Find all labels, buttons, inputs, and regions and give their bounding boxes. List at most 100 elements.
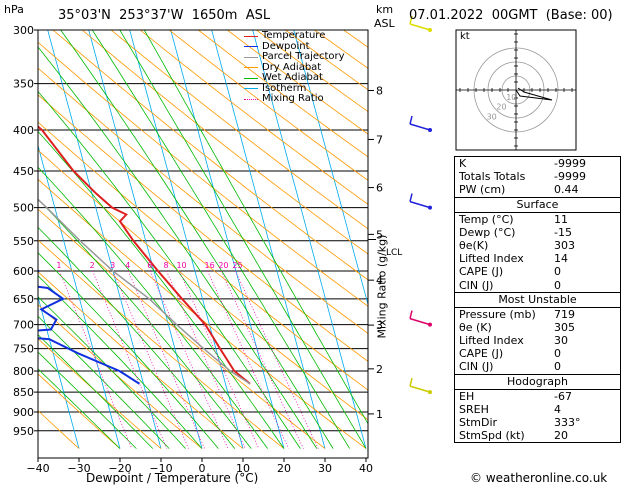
pressure-tick-label: 900 xyxy=(13,406,34,419)
dry-adiabat xyxy=(139,30,368,205)
hodograph-table-row: StmSpd (kt) 20 xyxy=(455,429,620,442)
hodograph-table-row: SREH 4 xyxy=(455,403,620,416)
row-value: 0 xyxy=(554,347,561,361)
hodograph-ring-label: 20 xyxy=(496,103,506,112)
row-label: Temp (°C) xyxy=(459,212,514,226)
wind-barb-dot xyxy=(428,128,432,133)
x-tick-label: 30 xyxy=(318,462,332,475)
legend-label: Wet Adiabat xyxy=(262,72,323,83)
dry-adiabat xyxy=(38,239,285,449)
wet-adiabat xyxy=(38,252,219,449)
hodograph-ring-label: 10 xyxy=(506,93,516,102)
surface-row: θe(K) 303 xyxy=(455,239,620,252)
pressure-tick-label: 400 xyxy=(13,124,34,137)
km-tick-label: 5 xyxy=(376,228,383,241)
wet-adiabat xyxy=(38,90,301,449)
wind-barb xyxy=(409,200,431,209)
wet-adiabat xyxy=(38,315,170,449)
series-dewpoint xyxy=(38,269,140,385)
pressure-tick-label: 800 xyxy=(13,365,34,378)
pressure-tick-label: 650 xyxy=(13,293,34,306)
km-label: km xyxy=(376,3,394,16)
row-label: Totals Totals xyxy=(459,170,526,184)
km-tick-label: 2 xyxy=(376,363,383,376)
dry-adiabat xyxy=(52,30,368,281)
row-value: 719 xyxy=(554,307,575,321)
series-parcel-trajectory xyxy=(38,198,251,385)
row-value: 333° xyxy=(554,416,581,429)
isotherm xyxy=(38,144,121,449)
chart-legend: Temperature Dewpoint Parcel Trajectory Dry … xyxy=(244,30,345,105)
row-label: Pressure (mb) xyxy=(459,307,536,321)
row-label: CAPE (J) xyxy=(459,347,504,361)
legend-label: Mixing Ratio xyxy=(262,93,324,104)
hodograph-trace xyxy=(515,87,553,101)
dry-adiabat xyxy=(38,338,162,449)
wind-barb-feather xyxy=(409,310,413,319)
x-tick-label: 40 xyxy=(359,462,373,475)
mixing-ratio-line xyxy=(166,270,246,449)
indices-row: PW (cm) 0.44 xyxy=(455,183,620,196)
mixing-ratio-label: 16 xyxy=(205,261,215,270)
row-value: 0 xyxy=(554,360,561,374)
wind-barb-feather xyxy=(409,377,413,387)
location-title: 35°03'N 253°37'W 1650m ASL xyxy=(58,8,271,23)
row-value: 20 xyxy=(554,429,568,443)
row-label: K xyxy=(459,157,467,170)
row-label: θe (K) xyxy=(459,320,492,334)
wet-adiabat xyxy=(38,334,154,449)
isotherm xyxy=(170,30,285,449)
km-tick-label: 8 xyxy=(376,84,383,97)
legend-item: Wet Adiabat xyxy=(244,72,345,84)
surface-title: Surface xyxy=(455,198,620,213)
asl-label: ASL xyxy=(374,17,395,30)
isotherm xyxy=(129,30,244,449)
row-label: EH xyxy=(459,389,475,403)
dry-adiabat xyxy=(38,67,368,334)
pressure-tick-label: 950 xyxy=(13,425,34,438)
mixing-ratio-label: 2 xyxy=(90,261,95,270)
hodograph-ring-label: 30 xyxy=(487,112,497,121)
dry-adiabat xyxy=(38,41,368,307)
surface-row: Dewp (°C) -15 xyxy=(455,226,620,239)
row-label: Lifted Index xyxy=(459,252,524,266)
indices-panel: K -9999 Totals Totals -9999 PW (cm) 0.44 Surf… xyxy=(454,156,621,444)
mixing-ratio-label: 20 xyxy=(218,261,228,270)
row-value: 14 xyxy=(554,252,568,266)
pressure-tick-label: 750 xyxy=(13,343,34,356)
mixing-ratio-line xyxy=(179,270,260,449)
hodograph-kt-label: kt xyxy=(460,31,470,42)
dry-adiabat xyxy=(38,121,368,391)
legend-item: Dewpoint xyxy=(244,41,345,53)
indices-row: Totals Totals -9999 xyxy=(455,170,620,183)
isotherm xyxy=(211,30,326,449)
pressure-tick-label: 600 xyxy=(13,265,34,278)
row-value: -9999 xyxy=(554,157,586,170)
legend-label: Dry Adiabat xyxy=(262,61,322,73)
hodograph-table-row: StmDir 333° xyxy=(455,416,620,429)
row-label: Dewp (°C) xyxy=(459,225,516,239)
dry-adiabat xyxy=(38,304,203,449)
legend-swatch xyxy=(244,56,258,58)
most-unstable-section: Most Unstable Pressure (mb) 719 θe (K) 305 L… xyxy=(455,291,620,374)
row-value: 305 xyxy=(554,320,575,334)
legend-label: Temperature xyxy=(262,30,326,41)
wet-adiabat xyxy=(38,226,236,449)
row-value: 303 xyxy=(554,238,575,252)
wind-barb xyxy=(409,317,431,326)
mixing-ratio-label: 3 xyxy=(110,261,115,270)
legend-swatch xyxy=(244,77,258,79)
surface-row: CIN (J) 0 xyxy=(455,279,620,292)
isotherm xyxy=(252,30,367,449)
wet-adiabat xyxy=(38,130,285,449)
wind-barb-dot xyxy=(428,322,432,327)
km-tick-label: 1 xyxy=(376,408,383,421)
row-label: StmDir xyxy=(459,416,498,429)
most-unstable-row: CIN (J) 0 xyxy=(455,360,620,373)
mixing-ratio-label: 8 xyxy=(164,261,169,270)
mixing-ratio-line xyxy=(112,270,189,449)
row-value: -67 xyxy=(554,389,572,403)
legend-item: Parcel Trajectory xyxy=(244,51,345,63)
mixing-ratio-label: 10 xyxy=(176,261,186,270)
wind-barb-dot xyxy=(428,205,432,210)
